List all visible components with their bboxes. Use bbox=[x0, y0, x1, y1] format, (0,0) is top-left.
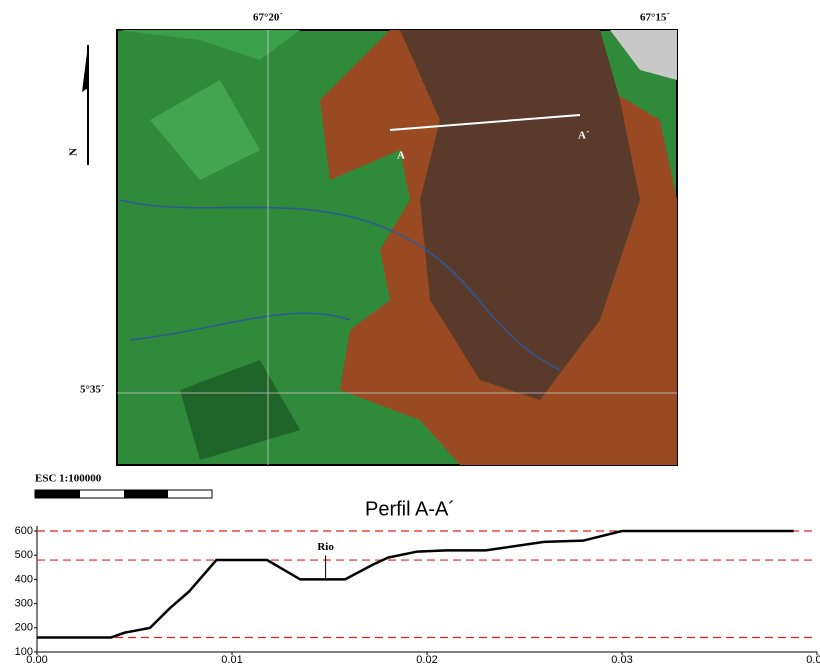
point-label: A´ bbox=[578, 130, 590, 142]
x-tick-label: 0.01 bbox=[221, 654, 242, 663]
lon-label: 67°15´ bbox=[640, 12, 670, 24]
scale-bar bbox=[124, 490, 168, 498]
map: A A´ 67°20´ 67°15´ 5°35´ N ESC 1:100000 bbox=[35, 12, 677, 498]
x-tick-label: 0.00 bbox=[26, 654, 47, 663]
y-tick-label: 400 bbox=[15, 573, 33, 585]
x-tick-label: 0.03 bbox=[611, 654, 632, 663]
north-label: N bbox=[68, 148, 80, 156]
profile-line bbox=[37, 531, 794, 637]
point-label: A bbox=[397, 150, 405, 162]
scale-bar bbox=[35, 490, 80, 498]
x-tick-label: 0.02 bbox=[416, 654, 437, 663]
lat-label: 5°35´ bbox=[80, 384, 105, 396]
y-tick-label: 300 bbox=[15, 598, 33, 610]
y-tick-label: 200 bbox=[15, 622, 33, 634]
lon-label: 67°20´ bbox=[253, 12, 283, 24]
annotation: Rio bbox=[317, 541, 334, 553]
x-tick-label: 0.04 bbox=[806, 654, 820, 663]
scale-label: ESC 1:100000 bbox=[35, 473, 102, 485]
page: A A´ 67°20´ 67°15´ 5°35´ N ESC 1:100000 … bbox=[0, 0, 820, 663]
y-tick-label: 500 bbox=[15, 549, 33, 561]
y-tick-label: 600 bbox=[15, 525, 33, 537]
chart-title: Perfil A-A´ bbox=[365, 498, 455, 520]
